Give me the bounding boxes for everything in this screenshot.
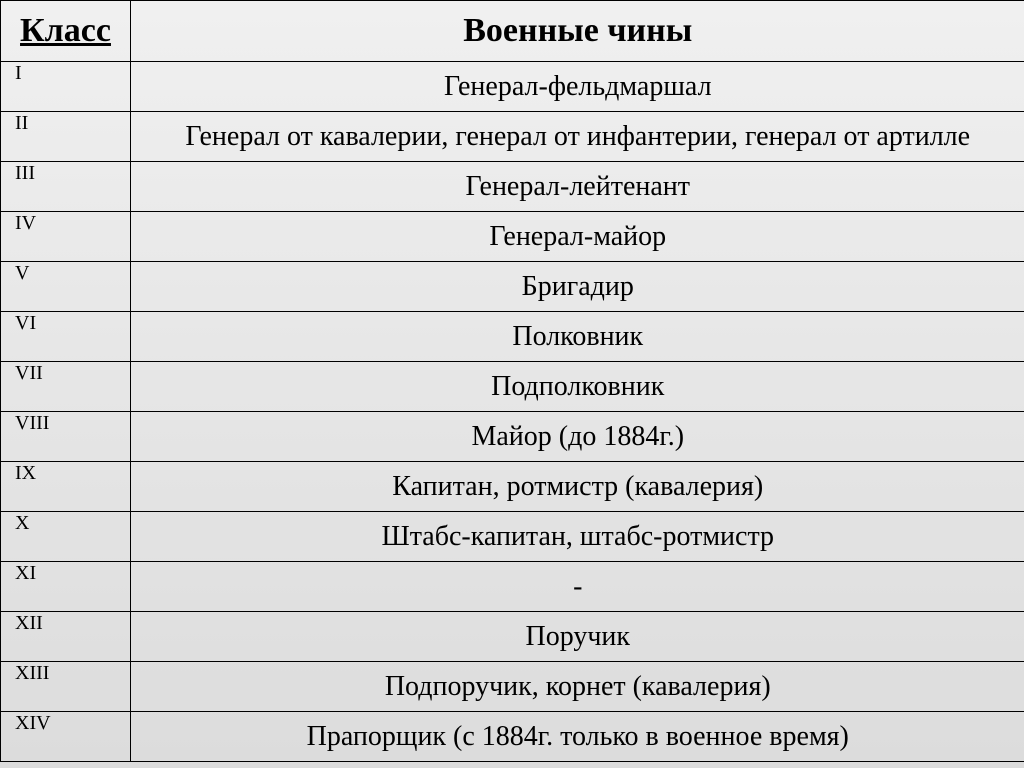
cell-class: VII bbox=[1, 362, 131, 412]
cell-rank: Подполковник bbox=[131, 362, 1024, 412]
cell-rank: Прапорщик (с 1884г. только в военное вре… bbox=[131, 712, 1024, 762]
table-row: I Генерал-фельдмаршал bbox=[1, 62, 1024, 112]
cell-class: XIII bbox=[1, 662, 131, 712]
cell-class: I bbox=[1, 62, 131, 112]
cell-rank: Генерал от кавалерии, генерал от инфанте… bbox=[131, 112, 1024, 162]
table-row: XIV Прапорщик (с 1884г. только в военное… bbox=[1, 712, 1024, 762]
cell-rank: - bbox=[131, 562, 1024, 612]
cell-class: XIV bbox=[1, 712, 131, 762]
cell-rank: Генерал-фельдмаршал bbox=[131, 62, 1024, 112]
cell-class: II bbox=[1, 112, 131, 162]
ranks-table: Класс Военные чины I Генерал-фельдмаршал… bbox=[0, 0, 1024, 762]
table-row: VI Полковник bbox=[1, 312, 1024, 362]
cell-class: VIII bbox=[1, 412, 131, 462]
table-row: X Штабс-капитан, штабс-ротмистр bbox=[1, 512, 1024, 562]
cell-rank: Полковник bbox=[131, 312, 1024, 362]
table-row: V Бригадир bbox=[1, 262, 1024, 312]
cell-rank: Бригадир bbox=[131, 262, 1024, 312]
table-row: XI - bbox=[1, 562, 1024, 612]
table-row: IV Генерал-майор bbox=[1, 212, 1024, 262]
cell-rank: Подпоручик, корнет (кавалерия) bbox=[131, 662, 1024, 712]
cell-rank: Поручик bbox=[131, 612, 1024, 662]
cell-class: VI bbox=[1, 312, 131, 362]
cell-rank: Майор (до 1884г.) bbox=[131, 412, 1024, 462]
cell-class: XI bbox=[1, 562, 131, 612]
cell-class: III bbox=[1, 162, 131, 212]
cell-class: IV bbox=[1, 212, 131, 262]
table-body: I Генерал-фельдмаршал II Генерал от кава… bbox=[1, 62, 1024, 762]
table-row: II Генерал от кавалерии, генерал от инфа… bbox=[1, 112, 1024, 162]
table-row: XII Поручик bbox=[1, 612, 1024, 662]
cell-rank: Штабс-капитан, штабс-ротмистр bbox=[131, 512, 1024, 562]
table-row: VII Подполковник bbox=[1, 362, 1024, 412]
table-header-row: Класс Военные чины bbox=[1, 1, 1024, 62]
table-row: IX Капитан, ротмистр (кавалерия) bbox=[1, 462, 1024, 512]
table-row: XIII Подпоручик, корнет (кавалерия) bbox=[1, 662, 1024, 712]
cell-rank: Капитан, ротмистр (кавалерия) bbox=[131, 462, 1024, 512]
cell-class: V bbox=[1, 262, 131, 312]
cell-rank: Генерал-майор bbox=[131, 212, 1024, 262]
header-rank: Военные чины bbox=[131, 1, 1024, 62]
cell-rank: Генерал-лейтенант bbox=[131, 162, 1024, 212]
cell-class: IX bbox=[1, 462, 131, 512]
table-row: III Генерал-лейтенант bbox=[1, 162, 1024, 212]
cell-class: X bbox=[1, 512, 131, 562]
header-class: Класс bbox=[1, 1, 131, 62]
table-row: VIII Майор (до 1884г.) bbox=[1, 412, 1024, 462]
table-container: Класс Военные чины I Генерал-фельдмаршал… bbox=[0, 0, 1024, 762]
cell-class: XII bbox=[1, 612, 131, 662]
